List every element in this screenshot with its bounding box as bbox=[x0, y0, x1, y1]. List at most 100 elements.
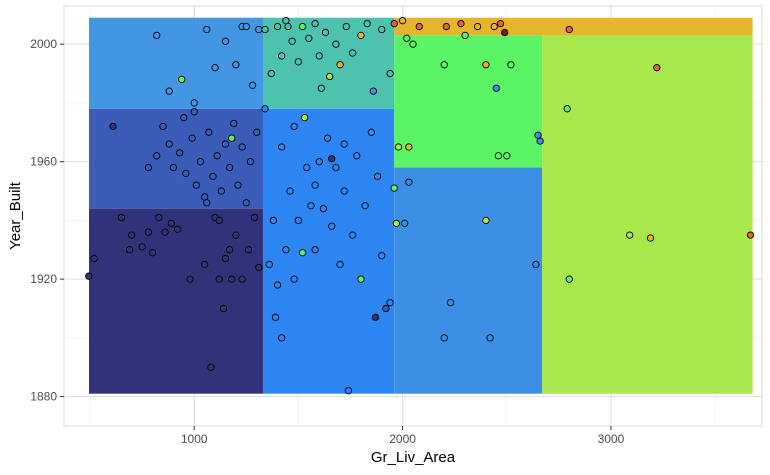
data-point bbox=[342, 22, 350, 31]
data-point bbox=[563, 105, 571, 113]
data-point bbox=[203, 25, 211, 34]
data-point bbox=[282, 17, 290, 25]
data-point bbox=[457, 19, 465, 28]
data-point bbox=[250, 213, 259, 222]
data-point bbox=[382, 304, 390, 313]
data-point bbox=[357, 31, 365, 40]
data-point bbox=[242, 22, 250, 31]
data-point bbox=[148, 249, 157, 257]
partition-region bbox=[394, 35, 543, 168]
partition-region bbox=[542, 35, 753, 394]
data-point bbox=[378, 252, 386, 260]
data-point bbox=[653, 64, 661, 72]
x-tick-label: 2000 bbox=[389, 432, 416, 446]
data-point bbox=[90, 254, 98, 263]
data-point bbox=[294, 58, 303, 66]
data-point bbox=[348, 231, 357, 239]
data-point bbox=[217, 187, 225, 195]
x-axis-ticks: 1000 2000 3000 bbox=[181, 426, 625, 446]
data-point bbox=[386, 69, 394, 78]
data-point bbox=[178, 75, 186, 84]
data-point bbox=[219, 304, 228, 313]
data-point bbox=[271, 313, 280, 321]
data-point bbox=[363, 19, 371, 28]
data-point bbox=[288, 37, 296, 45]
data-point bbox=[390, 19, 398, 28]
data-point bbox=[225, 163, 234, 172]
data-point bbox=[255, 263, 263, 272]
data-point bbox=[85, 272, 93, 280]
data-point bbox=[311, 19, 319, 28]
y-tick-label: 1960 bbox=[30, 155, 57, 169]
data-point bbox=[321, 28, 330, 37]
data-point bbox=[278, 143, 286, 151]
data-point bbox=[117, 213, 125, 222]
x-axis-title: Gr_Liv_Area bbox=[371, 449, 456, 466]
data-point bbox=[186, 275, 194, 283]
data-point bbox=[565, 275, 573, 283]
data-point bbox=[328, 155, 336, 163]
data-point bbox=[188, 134, 196, 142]
data-point bbox=[461, 31, 469, 40]
data-point bbox=[225, 246, 234, 254]
data-point bbox=[367, 128, 375, 136]
plot-border bbox=[63, 5, 763, 427]
data-point bbox=[626, 231, 634, 239]
data-point bbox=[155, 213, 163, 222]
data-point bbox=[340, 140, 348, 148]
data-point bbox=[501, 28, 509, 37]
data-point bbox=[378, 25, 386, 34]
data-point bbox=[311, 246, 319, 254]
data-point bbox=[332, 40, 340, 48]
data-point bbox=[440, 334, 448, 342]
data-point bbox=[228, 275, 236, 283]
data-point bbox=[348, 49, 357, 57]
data-point bbox=[405, 178, 413, 186]
data-point bbox=[565, 25, 573, 34]
partition-region bbox=[89, 208, 263, 394]
data-point bbox=[190, 108, 198, 116]
data-point bbox=[323, 134, 332, 142]
data-point bbox=[273, 22, 282, 31]
data-point bbox=[125, 246, 134, 254]
data-point bbox=[221, 140, 230, 148]
y-tick-label: 1880 bbox=[30, 390, 57, 404]
data-point bbox=[386, 298, 394, 307]
partition-regions bbox=[89, 17, 753, 394]
data-point bbox=[532, 260, 540, 269]
data-point bbox=[205, 128, 213, 136]
data-point bbox=[340, 187, 348, 195]
data-point bbox=[144, 228, 153, 236]
data-point bbox=[371, 313, 380, 321]
data-point bbox=[401, 219, 409, 227]
data-point bbox=[326, 72, 334, 81]
data-point bbox=[221, 37, 230, 45]
data-point bbox=[409, 40, 417, 48]
data-point bbox=[192, 181, 200, 189]
data-point bbox=[215, 275, 223, 283]
data-point bbox=[238, 143, 246, 151]
data-point bbox=[282, 246, 290, 254]
data-point bbox=[267, 69, 275, 78]
data-point bbox=[246, 158, 255, 166]
data-point bbox=[746, 231, 755, 239]
data-point bbox=[494, 152, 503, 160]
data-point bbox=[361, 202, 369, 210]
data-point bbox=[261, 105, 269, 113]
data-point bbox=[294, 216, 303, 225]
data-point bbox=[496, 19, 505, 28]
data-point bbox=[301, 113, 309, 122]
data-point bbox=[165, 87, 173, 95]
data-point bbox=[446, 298, 455, 307]
data-point bbox=[196, 158, 205, 166]
y-tick-label: 2000 bbox=[30, 37, 57, 51]
data-point bbox=[357, 275, 365, 283]
data-point bbox=[278, 52, 286, 60]
data-point bbox=[442, 22, 450, 31]
partition-region bbox=[394, 167, 543, 394]
data-point bbox=[215, 216, 223, 225]
data-point bbox=[153, 31, 161, 40]
data-point bbox=[328, 222, 336, 230]
data-point bbox=[344, 387, 353, 395]
